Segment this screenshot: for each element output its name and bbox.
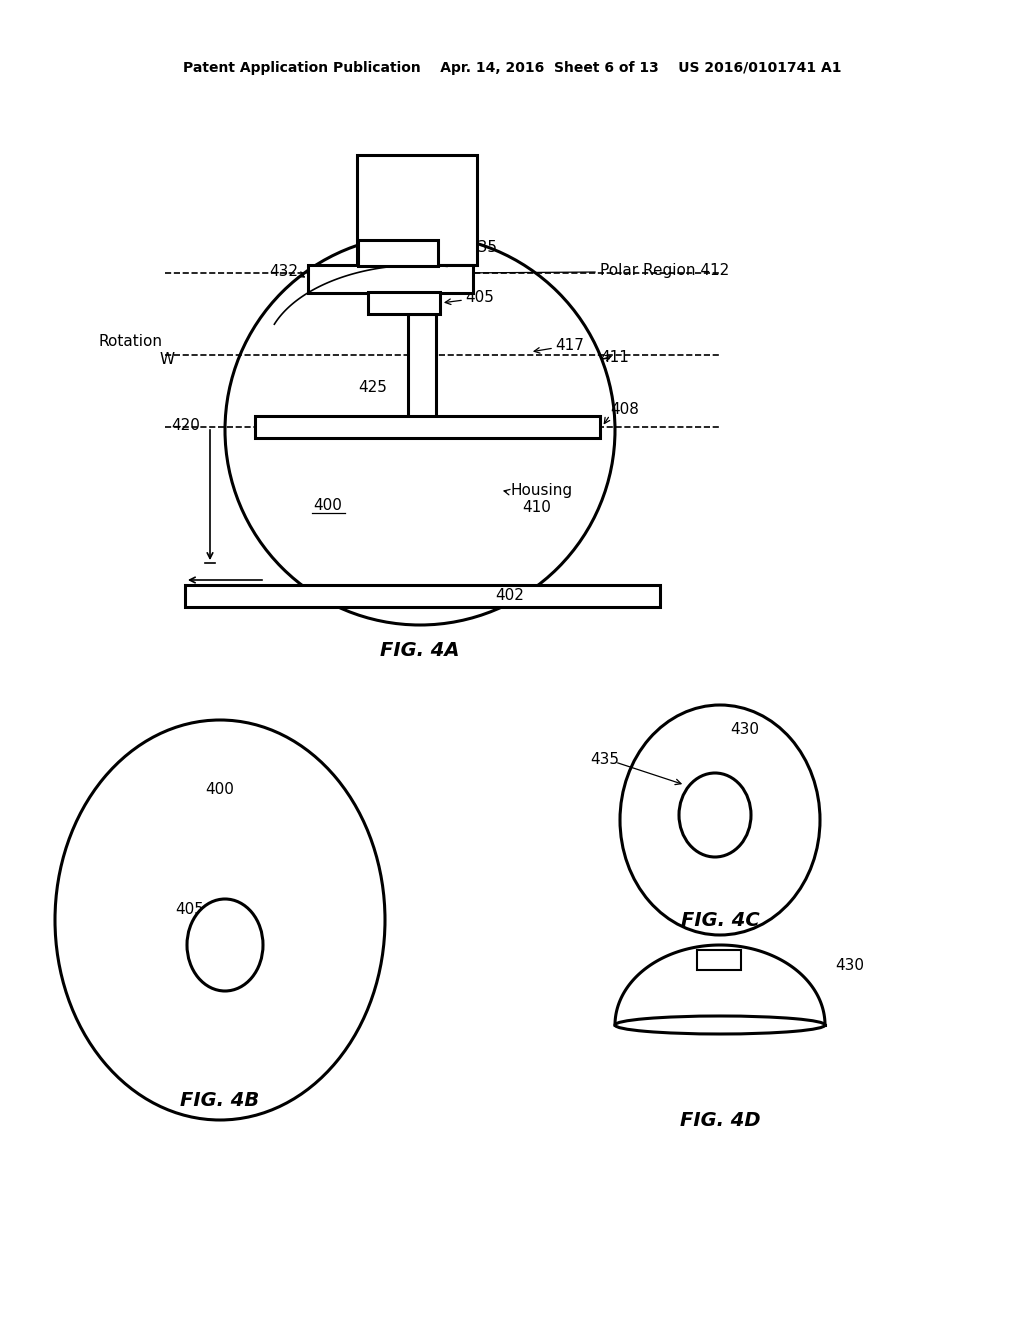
Bar <box>308 265 473 293</box>
Text: W: W <box>160 352 175 367</box>
Text: 430: 430 <box>835 957 864 973</box>
Text: 425: 425 <box>358 380 387 396</box>
Circle shape <box>225 235 615 624</box>
Bar <box>255 416 600 438</box>
Text: 402: 402 <box>496 587 524 602</box>
Text: 432: 432 <box>269 264 298 280</box>
Text: 430: 430 <box>362 161 391 176</box>
Text: 400: 400 <box>313 498 342 512</box>
Text: Rotation: Rotation <box>99 334 163 350</box>
Bar <box>358 240 438 267</box>
Ellipse shape <box>679 774 751 857</box>
Text: 408: 408 <box>610 403 639 417</box>
Text: FIG. 4D: FIG. 4D <box>680 1110 760 1130</box>
Text: 435: 435 <box>468 240 497 256</box>
Text: 405: 405 <box>175 903 204 917</box>
Ellipse shape <box>187 899 263 991</box>
Text: 420: 420 <box>171 417 200 433</box>
Text: 430: 430 <box>730 722 759 738</box>
Bar <box>697 950 741 970</box>
Text: 400: 400 <box>206 783 234 797</box>
Text: 410: 410 <box>522 499 551 515</box>
Text: 435: 435 <box>590 752 618 767</box>
Bar <box>408 314 436 430</box>
Bar <box>357 154 477 265</box>
Text: Polar Region 412: Polar Region 412 <box>600 263 729 277</box>
Bar <box>368 292 440 314</box>
Text: Housing: Housing <box>510 483 572 498</box>
Text: FIG. 4C: FIG. 4C <box>681 911 760 929</box>
Text: FIG. 4B: FIG. 4B <box>180 1090 260 1110</box>
Text: Patent Application Publication    Apr. 14, 2016  Sheet 6 of 13    US 2016/010174: Patent Application Publication Apr. 14, … <box>182 61 842 75</box>
Ellipse shape <box>615 1016 825 1034</box>
Ellipse shape <box>620 705 820 935</box>
Bar <box>185 585 660 607</box>
Text: 417: 417 <box>555 338 584 352</box>
Text: 411: 411 <box>600 351 629 366</box>
Ellipse shape <box>55 719 385 1119</box>
Text: FIG. 4A: FIG. 4A <box>380 640 460 660</box>
Text: 405: 405 <box>465 290 494 305</box>
